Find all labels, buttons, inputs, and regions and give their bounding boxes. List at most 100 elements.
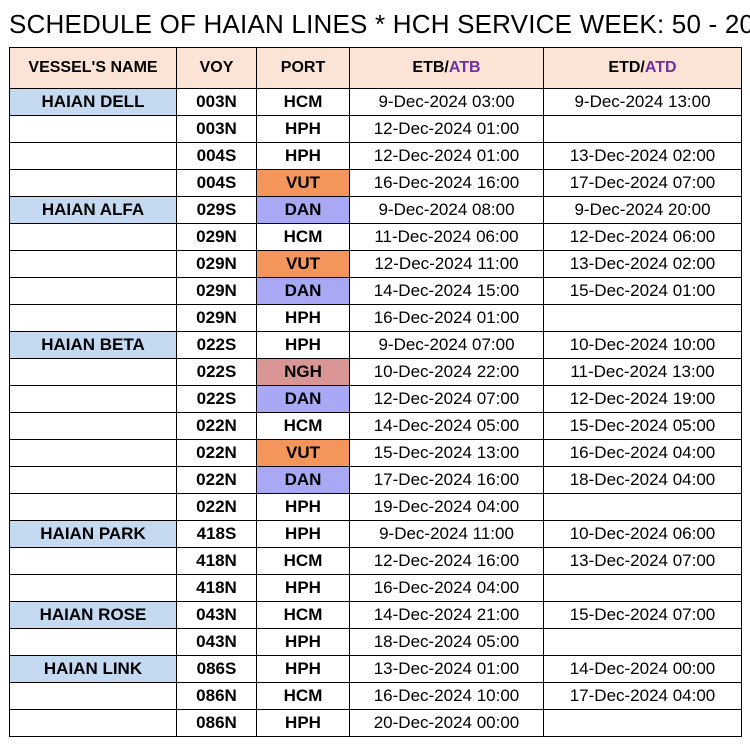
table-row: 004S VUT 16-Dec-2024 16:00 17-Dec-2024 07:0…	[9, 169, 742, 197]
port-cell: HPH	[256, 520, 350, 548]
table-row: 022S NGH 10-Dec-2024 22:00 11-Dec-2024 13:0…	[9, 358, 742, 386]
voyage-cell: 029N	[176, 250, 257, 278]
etb-atb-cell: 9-Dec-2024 08:00	[349, 196, 544, 224]
vessel-name-cell	[9, 682, 177, 710]
etd-atd-cell: 13-Dec-2024 07:00	[543, 547, 742, 575]
table-row: 022N HCM 14-Dec-2024 05:00 15-Dec-2024 05:0…	[9, 412, 742, 440]
table-row: 029N HPH 16-Dec-2024 01:00	[9, 304, 742, 332]
port-cell: HCM	[256, 412, 350, 440]
etb-atb-cell: 20-Dec-2024 00:00	[349, 709, 544, 737]
port-cell: NGH	[256, 358, 350, 386]
table-row: HAIAN DELL 003N HCM 9-Dec-2024 03:00 9-Dec-2…	[9, 88, 742, 116]
vessel-name-cell	[9, 439, 177, 467]
voyage-cell: 003N	[176, 115, 257, 143]
vessel-name-cell	[9, 709, 177, 737]
port-cell: DAN	[256, 385, 350, 413]
etb-atb-cell: 19-Dec-2024 04:00	[349, 493, 544, 521]
vessel-name-cell: HAIAN ALFA	[9, 196, 177, 224]
etb-atb-cell: 14-Dec-2024 05:00	[349, 412, 544, 440]
vessel-name-cell	[9, 493, 177, 521]
header-etb-atb: ETB/ATB	[349, 47, 544, 89]
vessel-name-cell	[9, 412, 177, 440]
vessel-name-cell	[9, 385, 177, 413]
etd-atd-cell	[543, 115, 742, 143]
vessel-name-cell	[9, 466, 177, 494]
port-cell: DAN	[256, 466, 350, 494]
etb-atb-cell: 16-Dec-2024 10:00	[349, 682, 544, 710]
etd-atd-cell: 9-Dec-2024 13:00	[543, 88, 742, 116]
port-cell: VUT	[256, 250, 350, 278]
schedule-table: VESSEL'S NAME VOY PORT ETB/ATB ETD/ATD H…	[9, 47, 742, 737]
etb-atb-cell: 13-Dec-2024 01:00	[349, 655, 544, 683]
voyage-cell: 029N	[176, 304, 257, 332]
etd-atd-cell: 17-Dec-2024 04:00	[543, 682, 742, 710]
vessel-name-cell	[9, 628, 177, 656]
etd-atd-cell: 15-Dec-2024 07:00	[543, 601, 742, 629]
vessel-name-cell: HAIAN DELL	[9, 88, 177, 116]
etd-atd-cell	[543, 574, 742, 602]
vessel-name-cell	[9, 115, 177, 143]
vessel-name-cell	[9, 277, 177, 305]
vessel-name-cell	[9, 358, 177, 386]
port-cell: HPH	[256, 655, 350, 683]
table-row: HAIAN ALFA 029S DAN 9-Dec-2024 08:00 9-Dec-2…	[9, 196, 742, 224]
etb-atb-cell: 14-Dec-2024 21:00	[349, 601, 544, 629]
etb-atb-cell: 15-Dec-2024 13:00	[349, 439, 544, 467]
etd-atd-cell: 16-Dec-2024 04:00	[543, 439, 742, 467]
table-row: HAIAN BETA 022S HPH 9-Dec-2024 07:00 10-Dec-…	[9, 331, 742, 359]
etd-atd-cell: 10-Dec-2024 06:00	[543, 520, 742, 548]
voyage-cell: 029S	[176, 196, 257, 224]
voyage-cell: 022S	[176, 385, 257, 413]
vessel-name-cell	[9, 142, 177, 170]
vessel-name-cell: HAIAN ROSE	[9, 601, 177, 629]
header-voy: VOY	[176, 47, 257, 89]
etb-atb-cell: 12-Dec-2024 16:00	[349, 547, 544, 575]
voyage-cell: 022N	[176, 412, 257, 440]
table-row: 029N HCM 11-Dec-2024 06:00 12-Dec-2024 06:0…	[9, 223, 742, 251]
etd-atd-cell: 10-Dec-2024 10:00	[543, 331, 742, 359]
vessel-name-cell	[9, 547, 177, 575]
table-row: HAIAN PARK 418S HPH 9-Dec-2024 11:00 10-Dec-…	[9, 520, 742, 548]
vessel-name-cell: HAIAN LINK	[9, 655, 177, 683]
etb-atb-cell: 16-Dec-2024 16:00	[349, 169, 544, 197]
etb-atb-cell: 9-Dec-2024 11:00	[349, 520, 544, 548]
voyage-cell: 029N	[176, 223, 257, 251]
voyage-cell: 086S	[176, 655, 257, 683]
voyage-cell: 022N	[176, 439, 257, 467]
etb-atb-cell: 16-Dec-2024 01:00	[349, 304, 544, 332]
etb-atb-cell: 14-Dec-2024 15:00	[349, 277, 544, 305]
port-cell: DAN	[256, 277, 350, 305]
table-row: 418N HPH 16-Dec-2024 04:00	[9, 574, 742, 602]
table-row: HAIAN LINK 086S HPH 13-Dec-2024 01:00 14-Dec…	[9, 655, 742, 683]
vessel-name-cell	[9, 250, 177, 278]
table-row: 086N HCM 16-Dec-2024 10:00 17-Dec-2024 04:0…	[9, 682, 742, 710]
port-cell: HPH	[256, 628, 350, 656]
table-row: 086N HPH 20-Dec-2024 00:00	[9, 709, 742, 737]
table-row: 022S DAN 12-Dec-2024 07:00 12-Dec-2024 19:0…	[9, 385, 742, 413]
voyage-cell: 004S	[176, 142, 257, 170]
table-row: 029N VUT 12-Dec-2024 11:00 13-Dec-2024 02:0…	[9, 250, 742, 278]
header-etd-label: ETD/	[608, 59, 645, 76]
voyage-cell: 086N	[176, 709, 257, 737]
etb-atb-cell: 12-Dec-2024 01:00	[349, 115, 544, 143]
port-cell: HCM	[256, 223, 350, 251]
etb-atb-cell: 9-Dec-2024 07:00	[349, 331, 544, 359]
etd-atd-cell: 13-Dec-2024 02:00	[543, 142, 742, 170]
vessel-name-cell	[9, 574, 177, 602]
port-cell: HCM	[256, 547, 350, 575]
port-cell: HPH	[256, 304, 350, 332]
voyage-cell: 029N	[176, 277, 257, 305]
etb-atb-cell: 9-Dec-2024 03:00	[349, 88, 544, 116]
etb-atb-cell: 12-Dec-2024 01:00	[349, 142, 544, 170]
header-atd-label: ATD	[644, 59, 677, 76]
port-cell: VUT	[256, 439, 350, 467]
etd-atd-cell: 15-Dec-2024 05:00	[543, 412, 742, 440]
etd-atd-cell: 9-Dec-2024 20:00	[543, 196, 742, 224]
voyage-cell: 003N	[176, 88, 257, 116]
port-cell: HPH	[256, 574, 350, 602]
voyage-cell: 004S	[176, 169, 257, 197]
header-atb-label: ATB	[448, 59, 481, 76]
etb-atb-cell: 17-Dec-2024 16:00	[349, 466, 544, 494]
voyage-cell: 418N	[176, 574, 257, 602]
header-port: PORT	[256, 47, 350, 89]
